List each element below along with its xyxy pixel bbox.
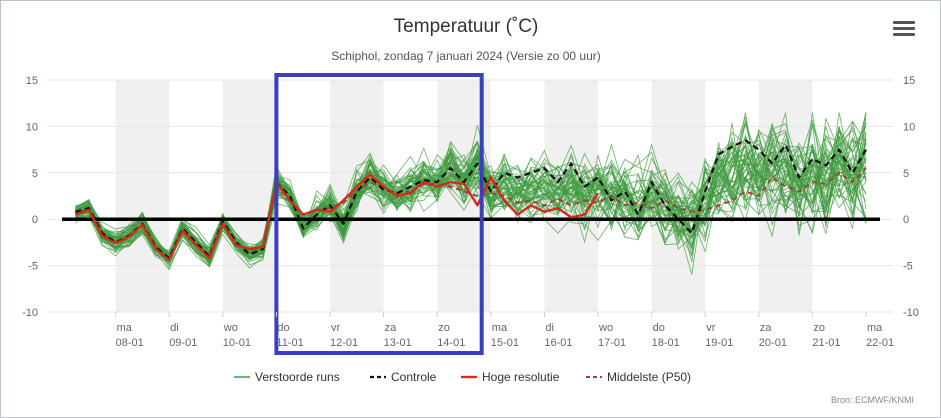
day-band <box>222 80 277 312</box>
x-tick-date: 14-01 <box>437 337 465 349</box>
control-line <box>75 139 867 260</box>
chart-subtitle: Schiphol, zondag 7 januari 2024 (Versie … <box>331 49 601 63</box>
legend-item-label[interactable]: Middelste (P50) <box>607 370 691 384</box>
x-tick-day: za <box>385 322 398 334</box>
ensemble-run-line <box>75 152 867 275</box>
x-tick-date: 12-01 <box>330 337 358 349</box>
x-tick-day: wo <box>223 322 238 334</box>
legend: Verstoorde runs Controle Hoge resolutie Mid… <box>234 370 691 384</box>
x-tick-day: vr <box>331 322 341 334</box>
x-tick-date: 10-01 <box>223 337 251 349</box>
credits: Bron: ECMWF/KNMI <box>831 395 914 405</box>
x-tick-date: 17-01 <box>598 337 626 349</box>
x-tick-day: wo <box>598 322 613 334</box>
x-tick-date: 11-01 <box>276 337 303 349</box>
y-tick-label-right: 10 <box>903 121 915 133</box>
x-tick-day: do <box>277 322 289 334</box>
x-axis-labels: ma 08-01 di 09-01 wo 10-01 do 11-01 vr 12-01 za 13-… <box>115 312 894 349</box>
highlight-box <box>274 73 484 355</box>
y-tick-label-left: 5 <box>32 168 38 180</box>
x-tick-day: zo <box>813 322 825 334</box>
y-tick-label-left: -5 <box>28 261 38 273</box>
x-tick-day: ma <box>492 322 508 334</box>
legend-item-label[interactable]: Hoge resolutie <box>482 370 560 384</box>
legend-item-label[interactable]: Verstoorde runs <box>255 370 340 384</box>
x-tick-day: vr <box>706 322 716 334</box>
x-tick-date: 08-01 <box>116 337 144 349</box>
high-res-line <box>75 173 600 262</box>
x-tick-day: zo <box>438 322 450 334</box>
x-tick-date: 19-01 <box>705 337 733 349</box>
y-tick-label-left: 10 <box>26 121 38 133</box>
x-tick-day: ma <box>117 322 133 334</box>
median-line <box>75 167 867 261</box>
x-tick-day: di <box>545 322 554 334</box>
x-tick-date: 21-01 <box>812 337 840 349</box>
x-tick-date: 20-01 <box>759 337 787 349</box>
hamburger-menu-icon[interactable] <box>893 21 915 39</box>
chart-title: Temperatuur (˚C) <box>394 16 539 37</box>
main-series <box>75 139 867 262</box>
day-band <box>115 80 170 312</box>
x-tick-date: 09-01 <box>169 337 197 349</box>
ensemble-run-line <box>75 126 867 261</box>
y-tick-label-left: 0 <box>32 214 38 226</box>
y-tick-label-right: -10 <box>903 307 919 319</box>
x-tick-date: 13-01 <box>384 337 412 349</box>
y-tick-label-left: 15 <box>26 75 38 87</box>
x-tick-date: 18-01 <box>652 337 680 349</box>
x-tick-day: di <box>170 322 179 334</box>
ensemble-run-line <box>75 132 867 263</box>
legend-item-label[interactable]: Controle <box>391 370 437 384</box>
x-tick-day: za <box>760 322 773 334</box>
x-tick-date: 22-01 <box>866 337 894 349</box>
menu-bar <box>893 33 915 36</box>
y-axis-labels: 15 15 10 10 5 5 0 0 -5 -5 -10 -10 <box>22 75 919 319</box>
x-tick-day: do <box>653 322 665 334</box>
x-tick-day: ma <box>867 322 883 334</box>
x-tick-date: 16-01 <box>544 337 572 349</box>
ensemble-run-line <box>75 112 867 257</box>
ensemble-run-line <box>75 123 867 259</box>
y-tick-label-right: -5 <box>903 261 913 273</box>
y-tick-label-right: 0 <box>903 214 909 226</box>
menu-bar <box>893 27 915 30</box>
ensemble-run-line <box>75 155 867 258</box>
y-tick-label-left: -10 <box>22 307 38 319</box>
y-tick-label-right: 15 <box>903 75 915 87</box>
menu-bar <box>893 21 915 24</box>
y-tick-label-right: 5 <box>903 168 909 180</box>
x-tick-date: 15-01 <box>491 337 519 349</box>
